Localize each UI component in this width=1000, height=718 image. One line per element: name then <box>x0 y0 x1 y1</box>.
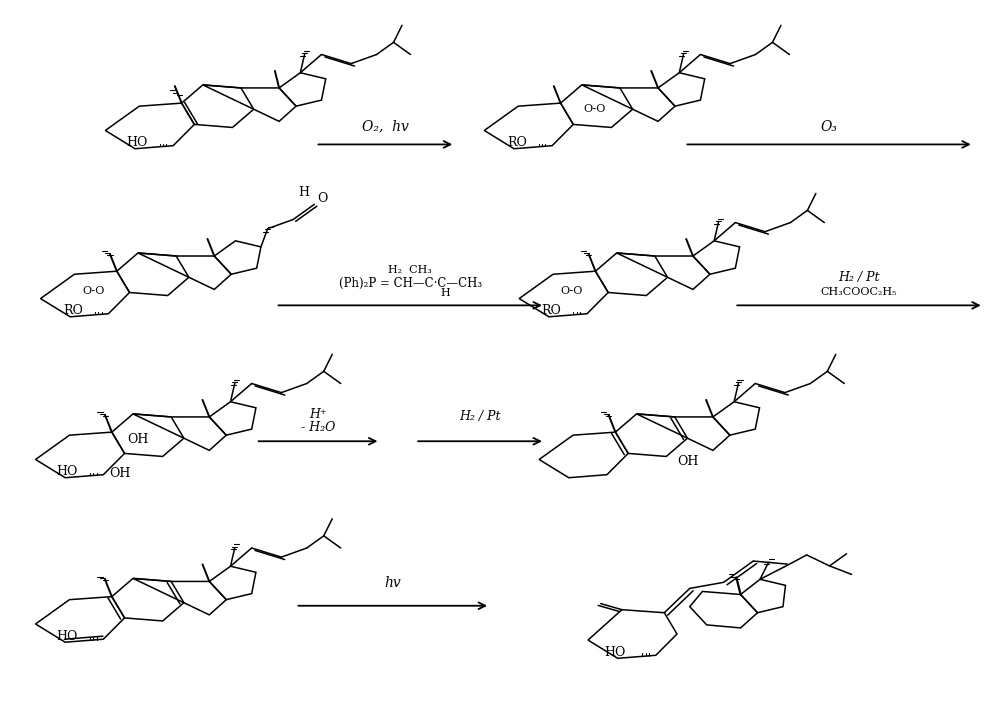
Text: HO: HO <box>126 136 148 149</box>
Text: O: O <box>317 192 327 205</box>
Text: H: H <box>440 288 450 298</box>
Text: RO: RO <box>507 136 527 149</box>
Text: HO: HO <box>605 645 626 658</box>
Text: OH: OH <box>677 455 698 468</box>
Text: HO: HO <box>57 630 78 643</box>
Text: H₂ / Pt: H₂ / Pt <box>838 271 880 284</box>
Text: - H₂O: - H₂O <box>301 421 335 434</box>
Text: CH₃COOC₂H₅: CH₃COOC₂H₅ <box>821 286 897 297</box>
Text: H⁺: H⁺ <box>309 409 327 421</box>
Text: HO: HO <box>57 465 78 478</box>
Text: H₂ / Pt: H₂ / Pt <box>459 411 501 424</box>
Text: (Ph)₂P = CH—C·C—CH₃: (Ph)₂P = CH—C·C—CH₃ <box>339 276 482 289</box>
Text: H₂  CH₃: H₂ CH₃ <box>388 266 432 275</box>
Text: RO: RO <box>542 304 562 317</box>
Text: OH: OH <box>110 467 131 480</box>
Text: O-O: O-O <box>561 286 583 297</box>
Text: H: H <box>299 187 310 200</box>
Text: O₃: O₃ <box>821 120 838 134</box>
Text: O₂,  hv: O₂, hv <box>362 120 409 134</box>
Text: RO: RO <box>63 304 83 317</box>
Text: O-O: O-O <box>583 104 606 114</box>
Text: OH: OH <box>127 433 148 446</box>
Text: hv: hv <box>384 576 401 590</box>
Text: O-O: O-O <box>82 286 104 297</box>
